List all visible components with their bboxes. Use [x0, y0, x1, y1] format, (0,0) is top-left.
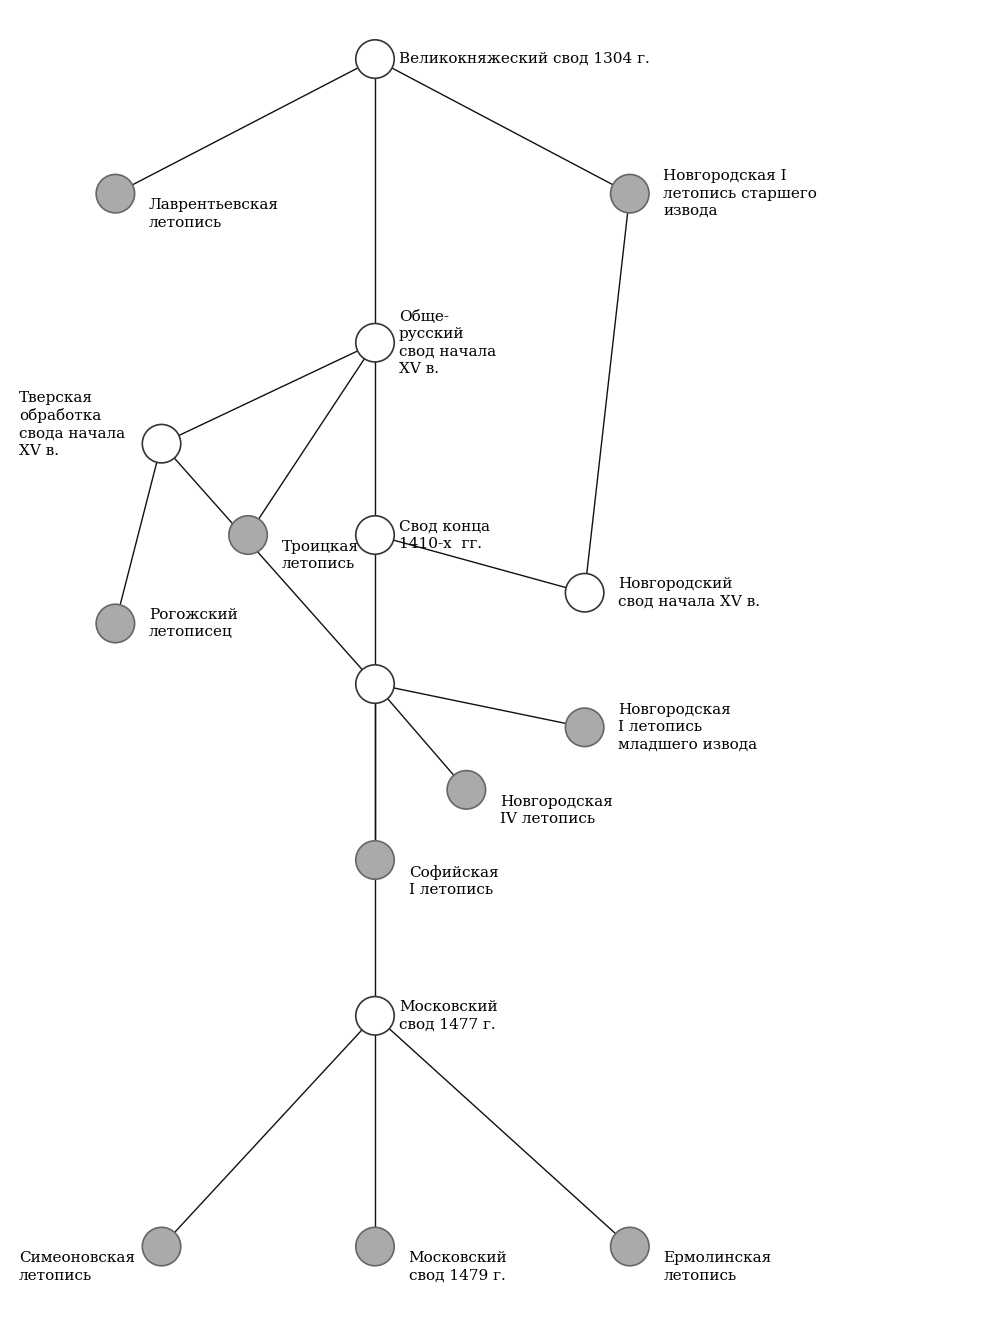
Circle shape	[229, 515, 267, 555]
Circle shape	[356, 40, 394, 78]
Circle shape	[565, 708, 604, 746]
Text: Новгородская
I летопись
младшего извода: Новгородская I летопись младшего извода	[618, 703, 757, 752]
Circle shape	[96, 174, 135, 213]
Text: Новгородская I
летопись старшего
извода: Новгородская I летопись старшего извода	[663, 169, 817, 218]
Circle shape	[356, 664, 394, 703]
Circle shape	[447, 770, 486, 808]
Text: Свод конца
1410-х  гг.: Свод конца 1410-х гг.	[399, 519, 490, 551]
Text: Великокняжеский свод 1304 г.: Великокняжеский свод 1304 г.	[399, 52, 650, 66]
Circle shape	[356, 324, 394, 362]
Circle shape	[565, 573, 604, 612]
Text: Симеоновская
летопись: Симеоновская летопись	[19, 1251, 135, 1283]
Circle shape	[142, 1227, 181, 1266]
Circle shape	[356, 840, 394, 880]
Text: Троицкая
летопись: Троицкая летопись	[282, 540, 359, 571]
Text: Рогожский
летописец: Рогожский летописец	[149, 608, 238, 639]
Text: Лаврентьевская
летопись: Лаврентьевская летопись	[149, 198, 279, 230]
Text: Ермолинская
летопись: Ермолинская летопись	[663, 1251, 772, 1283]
Text: Тверская
обработка
свода начала
XV в.: Тверская обработка свода начала XV в.	[19, 391, 125, 458]
Text: Московский
свод 1477 г.: Московский свод 1477 г.	[399, 1000, 498, 1032]
Text: Московский
свод 1479 г.: Московский свод 1479 г.	[409, 1251, 507, 1283]
Circle shape	[611, 1227, 649, 1266]
Text: Новгородский
свод начала XV в.: Новгородский свод начала XV в.	[618, 577, 760, 609]
Text: Обще-
русский
свод начала
XV в.: Обще- русский свод начала XV в.	[399, 309, 496, 375]
Text: Софийская
I летопись: Софийская I летопись	[409, 865, 498, 897]
Text: Новгородская
IV летопись: Новгородская IV летопись	[500, 795, 613, 826]
Circle shape	[356, 1227, 394, 1266]
Circle shape	[611, 174, 649, 213]
Circle shape	[142, 424, 181, 462]
Circle shape	[356, 996, 394, 1036]
Circle shape	[356, 515, 394, 555]
Circle shape	[96, 604, 135, 643]
